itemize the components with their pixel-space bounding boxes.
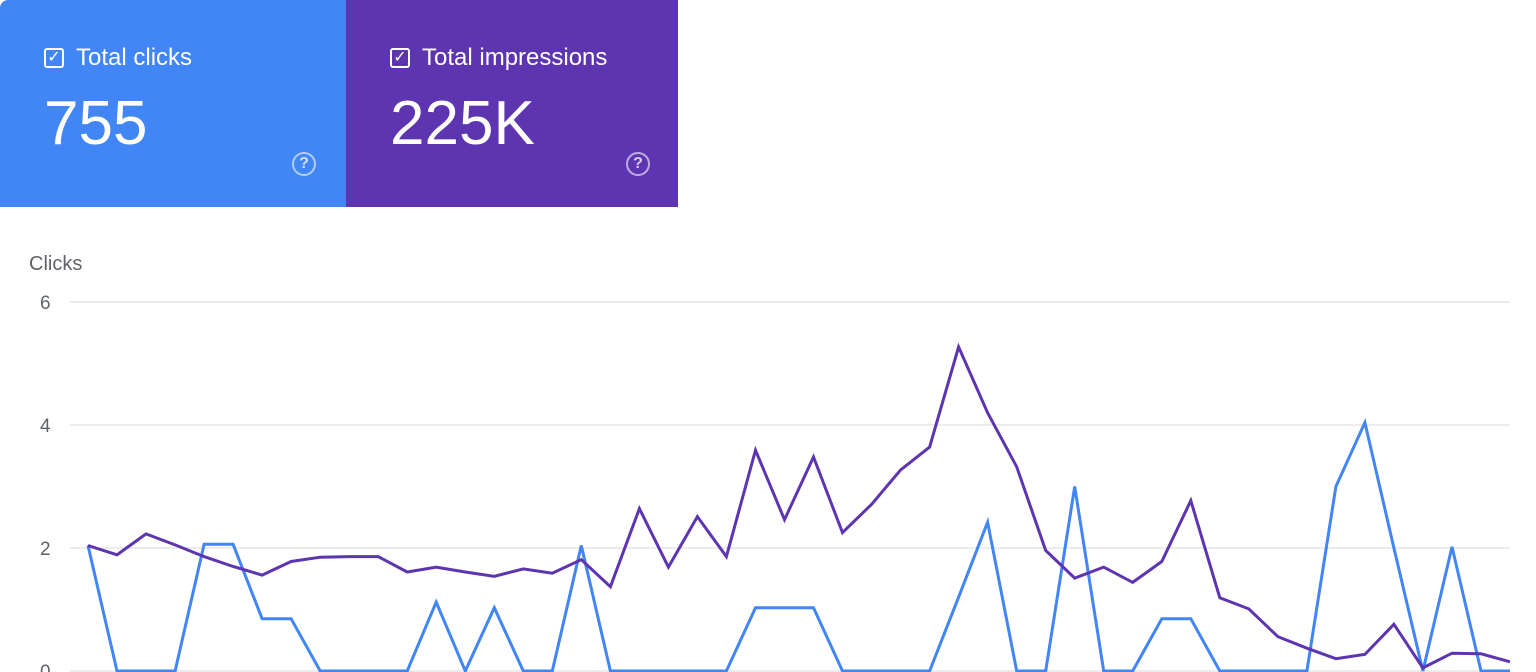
gridlines xyxy=(70,301,1510,672)
impressions-series-line xyxy=(87,342,1511,670)
help-circle-icon[interactable]: ? xyxy=(626,152,650,176)
total-impressions-value: 225K xyxy=(390,89,535,158)
total-clicks-label: Total clicks xyxy=(76,44,193,71)
y-axis-label: Clicks xyxy=(29,253,83,275)
y-tick-label: 4 xyxy=(40,416,51,437)
help-circle-icon[interactable]: ? xyxy=(292,152,316,176)
total-impressions-header: ✓ Total impressions xyxy=(390,44,607,72)
total-impressions-label: Total impressions xyxy=(422,44,608,71)
y-tick-label: 0 xyxy=(40,662,51,672)
series-lines xyxy=(86,342,1511,672)
total-clicks-card[interactable]: ✓ Total clicks 755 ? xyxy=(0,0,346,207)
y-tick-labels: 6 4 2 0 xyxy=(40,293,51,672)
total-impressions-card[interactable]: ✓ Total impressions 225K ? xyxy=(346,0,678,207)
total-clicks-value: 755 xyxy=(44,89,148,158)
total-clicks-header: ✓ Total clicks xyxy=(44,44,192,72)
checkbox-checked-icon[interactable]: ✓ xyxy=(44,48,64,68)
y-tick-label: 2 xyxy=(40,539,51,560)
clicks-series-line xyxy=(86,417,1510,672)
checkbox-checked-icon[interactable]: ✓ xyxy=(390,48,410,68)
y-tick-label: 6 xyxy=(40,293,51,314)
